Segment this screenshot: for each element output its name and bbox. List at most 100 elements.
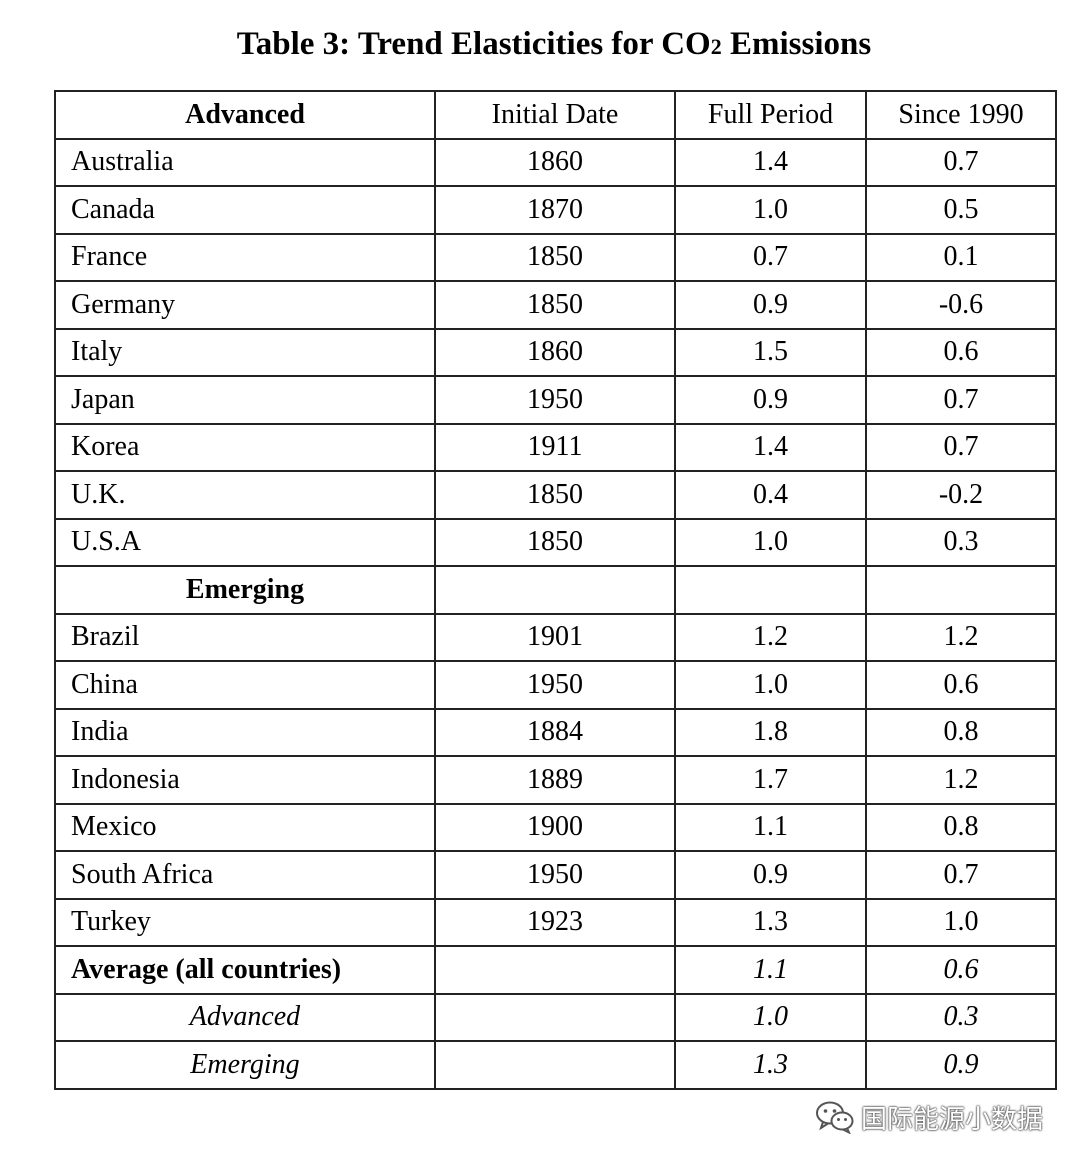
full-period-cell: 0.9 [674, 850, 867, 900]
table-row: China 1950 1.0 0.6 [54, 660, 1057, 710]
country-cell: U.K. [54, 470, 436, 520]
since-1990-cell: 0.8 [865, 707, 1057, 757]
column-header-initial-date: Initial Date [434, 90, 676, 140]
initial-date-cell: 1950 [434, 850, 676, 900]
table-body: Advanced Initial Date Full Period Since … [54, 90, 1057, 1090]
table-row: U.S.A 1850 1.0 0.3 [54, 517, 1057, 567]
empty-cell [674, 565, 867, 615]
average-label-cell: Emerging [54, 1040, 436, 1090]
since-1990-cell: 0.7 [865, 137, 1057, 187]
country-cell: Korea [54, 422, 436, 472]
initial-date-cell: 1850 [434, 280, 676, 330]
average-label-cell: Advanced [54, 992, 436, 1042]
empty-cell [434, 945, 676, 995]
table-row: Canada 1870 1.0 0.5 [54, 185, 1057, 235]
initial-date-cell: 1850 [434, 517, 676, 567]
elasticities-table: Advanced Initial Date Full Period Since … [54, 90, 1057, 1090]
empty-cell [434, 992, 676, 1042]
country-cell: South Africa [54, 850, 436, 900]
full-period-cell: 1.0 [674, 517, 867, 567]
country-cell: Indonesia [54, 755, 436, 805]
full-period-cell: 1.4 [674, 422, 867, 472]
wechat-icon [816, 1101, 854, 1134]
watermark: 国际能源小数据 [815, 1098, 1043, 1136]
table-row: Japan 1950 0.9 0.7 [54, 375, 1057, 425]
country-cell: Mexico [54, 802, 436, 852]
country-cell: France [54, 232, 436, 282]
average-row: Average (all countries) 1.1 0.6 [54, 945, 1057, 995]
country-cell: Turkey [54, 897, 436, 947]
full-period-cell: 1.8 [674, 707, 867, 757]
initial-date-cell: 1860 [434, 327, 676, 377]
empty-cell [434, 1040, 676, 1090]
initial-date-cell: 1950 [434, 375, 676, 425]
initial-date-cell: 1860 [434, 137, 676, 187]
since-1990-cell: 0.5 [865, 185, 1057, 235]
initial-date-cell: 1923 [434, 897, 676, 947]
table-row: Brazil 1901 1.2 1.2 [54, 612, 1057, 662]
table-row: France 1850 0.7 0.1 [54, 232, 1057, 282]
table-row: South Africa 1950 0.9 0.7 [54, 850, 1057, 900]
country-cell: China [54, 660, 436, 710]
average-full-period-cell: 1.3 [674, 1040, 867, 1090]
column-header-advanced: Advanced [54, 90, 436, 140]
since-1990-cell: 0.7 [865, 375, 1057, 425]
empty-cell [865, 565, 1057, 615]
since-1990-cell: 1.0 [865, 897, 1057, 947]
country-cell: Brazil [54, 612, 436, 662]
since-1990-cell: 1.2 [865, 612, 1057, 662]
since-1990-cell: -0.2 [865, 470, 1057, 520]
country-cell: U.S.A [54, 517, 436, 567]
table-row: Australia 1860 1.4 0.7 [54, 137, 1057, 187]
full-period-cell: 1.0 [674, 660, 867, 710]
header-row: Advanced Initial Date Full Period Since … [54, 90, 1057, 140]
watermark-text: 国际能源小数据 [861, 1104, 1044, 1135]
since-1990-cell: 0.8 [865, 802, 1057, 852]
country-cell: Canada [54, 185, 436, 235]
since-1990-cell: 1.2 [865, 755, 1057, 805]
country-cell: Australia [54, 137, 436, 187]
initial-date-cell: 1901 [434, 612, 676, 662]
average-row: Advanced 1.0 0.3 [54, 992, 1057, 1042]
table-row: Indonesia 1889 1.7 1.2 [54, 755, 1057, 805]
initial-date-cell: 1911 [434, 422, 676, 472]
full-period-cell: 1.5 [674, 327, 867, 377]
empty-cell [434, 565, 676, 615]
full-period-cell: 1.4 [674, 137, 867, 187]
initial-date-cell: 1950 [434, 660, 676, 710]
initial-date-cell: 1850 [434, 232, 676, 282]
since-1990-cell: 0.7 [865, 850, 1057, 900]
country-cell: Japan [54, 375, 436, 425]
since-1990-cell: 0.6 [865, 327, 1057, 377]
average-label-cell: Average (all countries) [54, 945, 436, 995]
full-period-cell: 0.9 [674, 280, 867, 330]
since-1990-cell: 0.7 [865, 422, 1057, 472]
country-cell: India [54, 707, 436, 757]
average-row: Emerging 1.3 0.9 [54, 1040, 1057, 1090]
table-row: Mexico 1900 1.1 0.8 [54, 802, 1057, 852]
full-period-cell: 1.1 [674, 802, 867, 852]
since-1990-cell: 0.3 [865, 517, 1057, 567]
table-row: Turkey 1923 1.3 1.0 [54, 897, 1057, 947]
average-since-1990-cell: 0.6 [865, 945, 1057, 995]
full-period-cell: 0.4 [674, 470, 867, 520]
full-period-cell: 1.3 [674, 897, 867, 947]
average-since-1990-cell: 0.3 [865, 992, 1057, 1042]
initial-date-cell: 1850 [434, 470, 676, 520]
table-row: Korea 1911 1.4 0.7 [54, 422, 1057, 472]
initial-date-cell: 1889 [434, 755, 676, 805]
table-row: India 1884 1.8 0.8 [54, 707, 1057, 757]
table-row: Germany 1850 0.9 -0.6 [54, 280, 1057, 330]
column-header-full-period: Full Period [674, 90, 867, 140]
group-header-row: Emerging [54, 565, 1057, 615]
initial-date-cell: 1884 [434, 707, 676, 757]
full-period-cell: 0.7 [674, 232, 867, 282]
since-1990-cell: 0.6 [865, 660, 1057, 710]
average-full-period-cell: 1.1 [674, 945, 867, 995]
country-cell: Germany [54, 280, 436, 330]
table-row: U.K. 1850 0.4 -0.2 [54, 470, 1057, 520]
full-period-cell: 1.2 [674, 612, 867, 662]
full-period-cell: 1.7 [674, 755, 867, 805]
full-period-cell: 1.0 [674, 185, 867, 235]
full-period-cell: 0.9 [674, 375, 867, 425]
